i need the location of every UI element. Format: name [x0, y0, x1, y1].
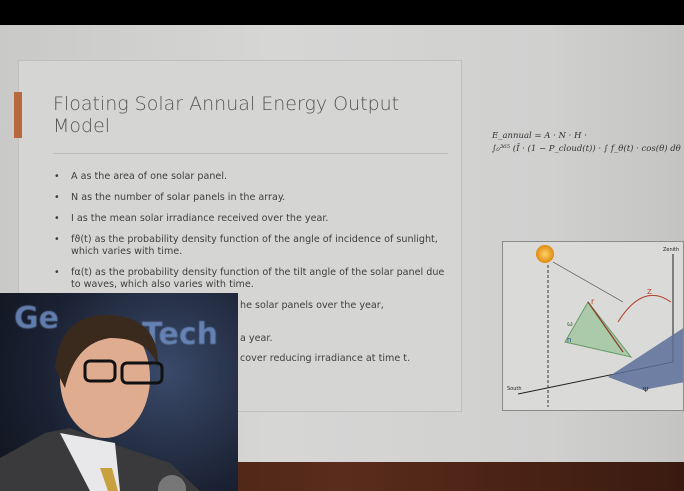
n-label: n: [567, 336, 571, 344]
title-accent-bar: [14, 92, 22, 138]
formula-line: ∫₀³⁶⁵ (Ī · (1 − P_cloud(t)) · ∫ f_θ(t) ·…: [492, 144, 684, 154]
bullet-text: A as the area of one solar panel.: [71, 171, 228, 182]
bullet-item: • fα(t) as the probability density functi…: [54, 267, 454, 291]
bullet-text: fα(t) as the probability density functio…: [71, 267, 445, 290]
bullet-item: • N as the number of solar panels in the …: [54, 192, 454, 204]
zenith-label: Zenith: [663, 247, 679, 253]
solar-geometry-diagram: Zenith South r Z ω n Ψ: [502, 241, 684, 411]
partial-bullet-text: he solar panels over the year,: [240, 300, 384, 311]
diagram-illustration: Zenith South r Z ω n Ψ: [507, 245, 683, 407]
sun-icon: [536, 245, 554, 263]
energy-formula: E_annual = A · N · H · ∫₀³⁶⁵ (Ī · (1 − P…: [492, 130, 684, 156]
bullet-item: • I as the mean solar irradiance received…: [54, 213, 454, 225]
bullet-text: N as the number of solar panels in the a…: [71, 192, 286, 203]
formula-line: E_annual = A · N · H ·: [492, 131, 587, 141]
bullet-item: • fϑ(t) as the probability density functi…: [54, 234, 454, 258]
speaker-figure: [0, 314, 200, 491]
partial-bullet-text: cover reducing irradiance at time t.: [240, 353, 411, 364]
bullet-text: fϑ(t) as the probability density functio…: [71, 234, 438, 257]
partial-bullet-text: a year.: [240, 333, 273, 344]
south-label: South: [507, 386, 522, 392]
title-divider: [53, 153, 448, 154]
speaker-video-inset: Ge Tech: [0, 293, 238, 491]
z-label: Z: [647, 288, 652, 296]
bullet-text: I as the mean solar irradiance received …: [71, 213, 329, 224]
omega-label: ω: [567, 320, 573, 328]
r-label: r: [591, 297, 595, 306]
logo-text: Ge: [14, 301, 59, 336]
bullet-item: • A as the area of one solar panel.: [54, 171, 454, 183]
slide-title: Floating Solar Annual Energy Output Mode…: [53, 93, 400, 137]
psi-label: Ψ: [643, 386, 649, 394]
